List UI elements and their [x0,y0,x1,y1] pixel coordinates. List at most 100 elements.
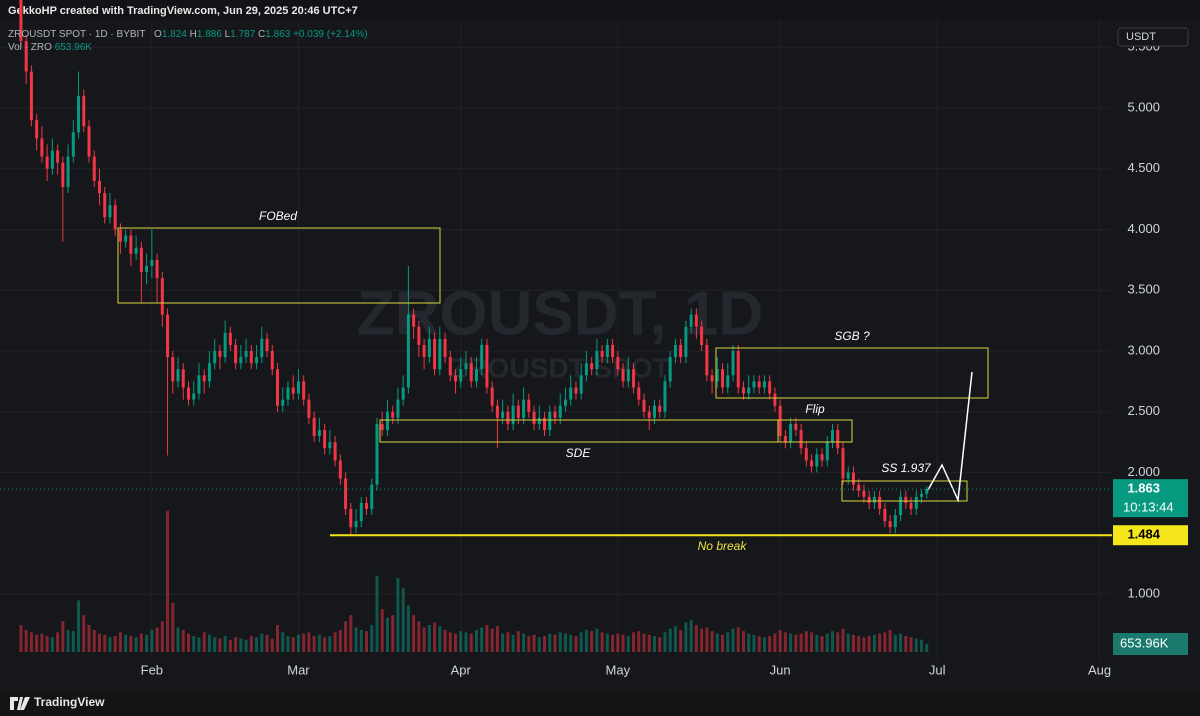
x-tick-label: May [606,662,631,677]
candle-body [909,502,913,509]
volume-bar [862,637,866,652]
candle-body [160,278,164,315]
volume-bar [344,621,348,652]
volume-bar [757,636,761,652]
candle-body [270,351,274,370]
candle-body [857,484,861,491]
candle-body [762,381,766,388]
candle-body [349,508,353,528]
candle-body [532,411,536,424]
candle-body [611,344,615,358]
x-tick-label: Apr [451,662,472,677]
candle-body [118,229,122,242]
volume-bar [118,632,122,652]
volume-bar [150,629,154,652]
candle-body [715,369,719,382]
volume-bar [406,605,410,652]
volume-bar [563,633,567,652]
volume-bar [831,631,834,652]
candle-body [464,363,468,370]
candle-body [35,120,39,139]
candle-body [323,429,327,449]
volume-bar [134,637,138,652]
candle-body [344,478,348,509]
volume-bar [391,615,395,652]
volume-bar [66,629,70,652]
candle-body [317,429,321,437]
candle-body [82,95,86,127]
candle-body [773,393,777,406]
candle-body [553,411,557,418]
candle-body [904,496,908,503]
volume-bar [448,632,452,652]
volume-bar [223,636,227,652]
candle-body [668,357,672,382]
candle-body [485,344,489,388]
logo [10,697,30,710]
candle-body [87,126,91,157]
volume-bar [19,624,23,652]
candle-body [752,381,756,388]
candle-body [459,369,463,382]
volume-bar [338,629,342,652]
candle-body [302,381,306,400]
volume-bar [668,628,672,652]
candle-body [249,351,253,364]
candle-body [731,351,735,376]
candle-body [516,405,520,418]
volume-bar [778,629,782,652]
candle-body [768,381,772,394]
legend-row: ZROUSDT SPOT · 1D · BYBIT O1.824 H1.886 … [8,28,368,41]
annotation: Flip [805,402,825,416]
volume-bar [867,636,871,652]
candle-body [412,314,416,327]
volume-bar [736,627,740,652]
volume-bar [700,628,704,652]
volume-bar [129,636,133,652]
ohlc-label: C [258,29,266,40]
volume-bar [92,629,96,652]
axes: 1.000 2.000 2.500 3.000 3.500 4.000 4.500 5.000… [141,39,1160,678]
volume-bar [584,629,588,652]
candle-body [914,496,918,509]
volume-bar [909,637,913,652]
volume-bar [747,633,751,652]
candle-body [108,205,112,218]
volume-bar [642,633,646,652]
volume-bar [684,622,688,652]
candle-body [626,369,630,382]
zone-box [841,480,968,502]
volume-bar [595,628,599,652]
candle-body [255,357,259,364]
candle-body [920,493,924,497]
candle-body [286,387,290,400]
candle-body [438,338,442,370]
candle-body [616,357,620,370]
candle-body [590,363,594,370]
volume-bar [480,627,484,652]
volume-bar [920,639,924,652]
candle-body [574,387,578,394]
candle-body [569,387,573,400]
candle-body [19,0,23,42]
candle-body [548,411,552,430]
candle-body [97,180,101,194]
candle-body [244,351,248,358]
candle-body [40,138,44,157]
volume-bar [810,632,814,652]
candle-body [202,375,206,382]
candle-body [454,375,458,382]
candle-body [831,429,834,443]
volume-bar [249,636,253,652]
volume-bar [124,634,128,652]
candle-body [595,351,599,370]
candle-body [296,381,300,394]
candle-body [872,496,876,503]
volume-bar [522,633,526,652]
volume-bar [914,638,918,652]
candle-body [663,381,667,412]
volume-bar [527,636,531,652]
candle-body [276,369,279,406]
candle-body [563,399,567,406]
